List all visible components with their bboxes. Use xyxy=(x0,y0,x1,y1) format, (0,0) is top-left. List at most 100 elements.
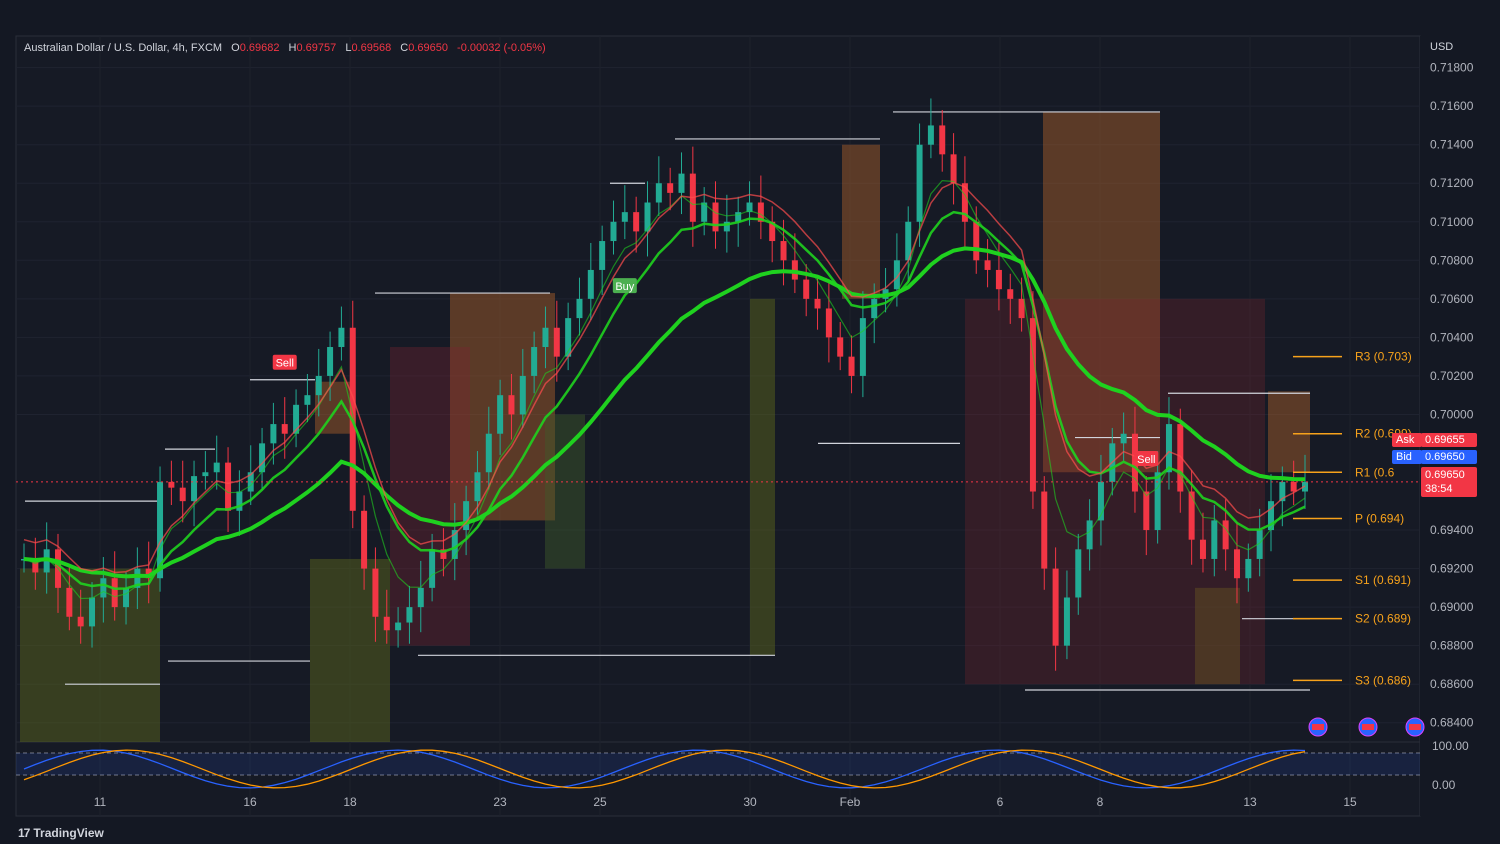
candle-body xyxy=(746,202,753,213)
candle-body xyxy=(1233,549,1240,579)
bar-countdown: 38:54 xyxy=(1425,483,1453,495)
x-tick-label: 8 xyxy=(1097,795,1104,809)
y-tick-label: 0.70000 xyxy=(1430,407,1474,421)
candle-body xyxy=(474,472,481,502)
oscillator-band xyxy=(16,753,1420,775)
candle-body xyxy=(893,260,900,290)
x-tick-label: Feb xyxy=(840,795,861,809)
pivot-label: S1 (0.691) xyxy=(1355,573,1411,587)
x-tick-label: 16 xyxy=(243,795,257,809)
candle-body xyxy=(1086,520,1093,550)
candle-body xyxy=(1007,289,1014,299)
candle-body xyxy=(77,616,84,627)
pivot-label: S2 (0.689) xyxy=(1355,612,1411,626)
candle-body xyxy=(497,395,504,434)
candle-body xyxy=(803,279,810,299)
stoch-d-line xyxy=(23,749,1306,789)
flag-stripe xyxy=(1362,724,1374,730)
candle-body xyxy=(961,183,968,222)
signal-zone xyxy=(750,298,775,656)
last-price: 0.69650 xyxy=(1425,469,1465,481)
symbol-title: Australian Dollar / U.S. Dollar, 4h, FXC… xyxy=(24,42,223,54)
x-tick-label: 15 xyxy=(1343,795,1357,809)
y-tick-label: 0.68800 xyxy=(1430,639,1474,653)
candle-body xyxy=(202,472,209,477)
signal-zone xyxy=(1043,111,1160,473)
flag-stripe xyxy=(1312,724,1324,730)
candle-body xyxy=(463,501,470,531)
low-value: 0.69568 xyxy=(351,42,392,54)
stoch-k-line xyxy=(23,749,1306,789)
us-flag-icon xyxy=(1308,717,1328,737)
candle-body xyxy=(361,510,368,569)
candle-body xyxy=(1120,433,1127,444)
candle-body xyxy=(735,212,742,222)
pivot-label: R1 (0.6 xyxy=(1355,465,1395,479)
candle-body xyxy=(1075,549,1082,598)
candle-body xyxy=(383,616,390,631)
candle-body xyxy=(1256,530,1263,559)
y-tick-label: 0.71400 xyxy=(1430,138,1474,152)
y-tick-label: 0.69000 xyxy=(1430,600,1474,614)
candle-body xyxy=(655,183,662,203)
candle-body xyxy=(1029,318,1036,492)
candle-body xyxy=(281,424,288,434)
signal-label: Sell xyxy=(276,358,294,370)
pivot-label: R3 (0.703) xyxy=(1355,350,1412,364)
candle-body xyxy=(712,202,719,232)
price-axis xyxy=(1420,36,1500,816)
candle-body xyxy=(508,395,515,415)
candle-body xyxy=(1267,501,1274,531)
candle-body xyxy=(134,568,141,588)
candle-body xyxy=(123,587,130,608)
us-flag-icon xyxy=(1358,717,1378,737)
bearish-zone xyxy=(390,347,470,646)
y-tick-label: 0.69200 xyxy=(1430,562,1474,576)
ma-slow-line xyxy=(23,246,1306,579)
candle-body xyxy=(973,221,980,261)
candle-body xyxy=(293,404,300,434)
close-label: C xyxy=(400,42,409,54)
x-tick-label: 30 xyxy=(743,795,757,809)
y-tick-label: 0.70800 xyxy=(1430,253,1474,267)
x-tick-label: 11 xyxy=(94,795,107,809)
candle-body xyxy=(1279,481,1286,502)
candle-body xyxy=(395,622,402,631)
candle-body xyxy=(825,308,832,338)
candle-body xyxy=(871,298,878,319)
ask-price: 0.69655 xyxy=(1421,433,1477,447)
signal-sell: Sell xyxy=(272,354,297,370)
bid-price: 0.69650 xyxy=(1421,450,1477,464)
candle-body xyxy=(644,202,651,232)
candle-body xyxy=(485,433,492,473)
candle-body xyxy=(1245,558,1252,579)
y-tick-label: 0.71600 xyxy=(1430,99,1474,113)
candle-body xyxy=(916,144,923,222)
tradingview-brand[interactable]: 17 TradingView xyxy=(18,826,104,840)
signal-badge xyxy=(1134,451,1159,467)
ask-label: Ask xyxy=(1392,433,1422,447)
candle-body xyxy=(1290,481,1297,492)
bid-label: Bid xyxy=(1392,450,1422,464)
y-tick-label: 0.70600 xyxy=(1430,292,1474,306)
candle-body xyxy=(599,241,606,270)
candle-body xyxy=(814,298,821,309)
open-label: O xyxy=(231,42,240,54)
candle-body xyxy=(939,125,946,155)
candle-body xyxy=(1211,520,1218,559)
signal-zone xyxy=(20,568,160,742)
ma-fast-line xyxy=(23,179,1306,600)
pivot-label: P (0.694) xyxy=(1355,511,1404,525)
candle-body xyxy=(610,221,617,242)
candle-body xyxy=(519,375,526,415)
open-value: 0.69682 xyxy=(239,42,280,54)
candle-body xyxy=(168,481,175,488)
candle-body xyxy=(587,269,594,299)
candle-body xyxy=(111,578,118,608)
flag-stripe xyxy=(1409,724,1421,730)
candle-body xyxy=(701,202,708,222)
signal-badge xyxy=(612,278,637,294)
candle-body xyxy=(66,587,73,617)
candle-body xyxy=(780,241,787,261)
